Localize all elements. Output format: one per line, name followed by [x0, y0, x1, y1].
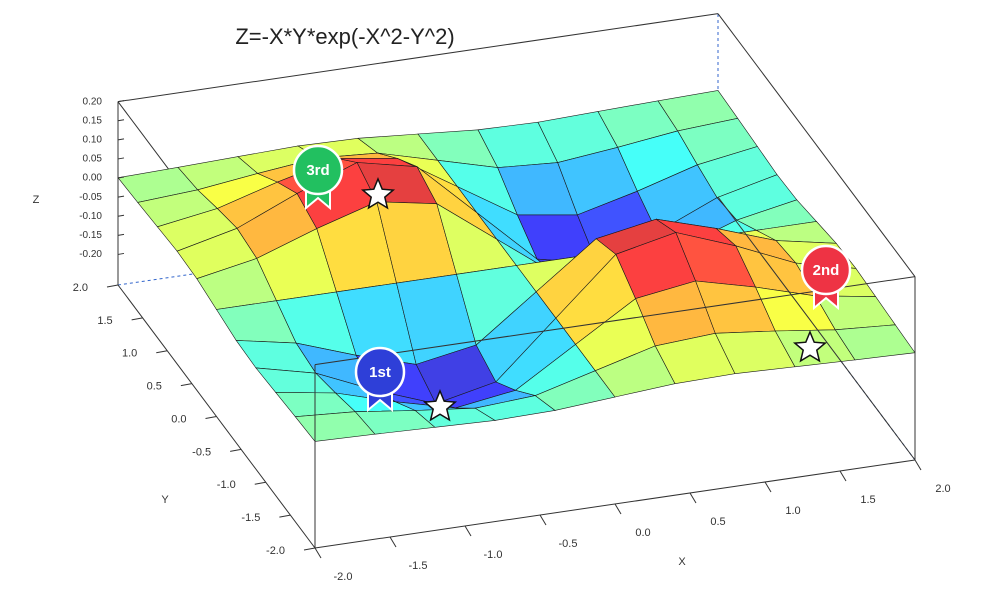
y-tick [254, 481, 266, 485]
star-marker [360, 177, 396, 210]
x-tick [314, 547, 322, 559]
x-tick [764, 481, 772, 493]
box-edge [717, 196, 916, 461]
y-tick-label: 0.0 [171, 413, 186, 425]
x-tick-label: -2.0 [334, 571, 353, 583]
y-tick [279, 514, 291, 518]
z-tick-label: 0.05 [83, 154, 103, 165]
y-tick [180, 383, 192, 387]
z-tick-label: -0.10 [79, 211, 102, 222]
x-tick-label: -0.5 [559, 538, 578, 550]
z-tick-label: 0.20 [83, 96, 103, 107]
y-tick-label: -1.5 [241, 512, 260, 524]
badge-label: 2nd [813, 262, 840, 279]
badge-circle [354, 346, 406, 398]
z-tick [117, 233, 125, 236]
y-tick [230, 448, 242, 452]
y-axis-label: Y [161, 494, 169, 506]
x-tick-label: -1.0 [484, 549, 503, 561]
z-axis-label: Z [33, 194, 40, 206]
chart-title: Z=-X*Y*exp(-X^2-Y^2) [235, 24, 454, 49]
y-tick [205, 416, 217, 419]
box-edge [117, 13, 719, 103]
badge: 3rd [292, 144, 344, 211]
x-tick [539, 514, 547, 526]
badge-circle [292, 144, 344, 196]
y-tick-label: 1.5 [97, 315, 112, 327]
star-marker [422, 389, 458, 422]
z-tick [117, 119, 125, 122]
x-tick-label: 1.5 [860, 494, 875, 506]
y-tick-label: -1.0 [217, 479, 236, 491]
z-tick [117, 138, 125, 141]
x-tick-label: 0.0 [635, 527, 650, 539]
z-tick-label: -0.05 [79, 192, 102, 203]
badge-label: 1st [369, 364, 391, 381]
y-tick [156, 350, 168, 354]
star-marker [792, 330, 828, 363]
y-tick-label: 2.0 [73, 282, 88, 294]
x-tick [389, 536, 397, 548]
y-tick-label: 1.0 [122, 348, 137, 360]
z-tick-label: 0.15 [83, 115, 103, 126]
z-tick [117, 252, 125, 255]
x-tick [614, 503, 622, 515]
z-tick-label: -0.20 [79, 249, 102, 260]
badge: 1st [354, 346, 406, 413]
badge-label: 3rd [306, 162, 329, 179]
z-tick [117, 195, 125, 198]
y-tick-label: -0.5 [192, 446, 211, 458]
y-tick-label: -2.0 [266, 545, 285, 557]
y-tick [303, 547, 316, 551]
z-tick-label: 0.00 [83, 173, 103, 184]
x-tick-label: 2.0 [935, 483, 950, 495]
z-tick [117, 176, 125, 179]
badge-circle [800, 244, 852, 296]
x-tick [689, 492, 697, 504]
x-tick [839, 470, 847, 482]
z-tick-label: 0.10 [83, 134, 103, 145]
box-edge [717, 13, 916, 277]
x-tick [464, 525, 472, 537]
x-tick [914, 459, 922, 471]
badge: 2nd [800, 244, 852, 311]
x-axis-label: X [678, 556, 686, 568]
z-tick-label: -0.15 [79, 230, 102, 241]
surface-patch [834, 324, 916, 361]
z-tick [117, 100, 125, 103]
x-tick-label: 1.0 [785, 505, 800, 517]
y-tick [131, 317, 143, 321]
y-tick [106, 284, 119, 288]
y-tick-label: 0.5 [147, 381, 162, 393]
z-tick [117, 157, 125, 160]
x-tick-label: -1.5 [409, 560, 428, 572]
z-tick [117, 214, 125, 217]
x-tick-label: 0.5 [710, 516, 725, 528]
